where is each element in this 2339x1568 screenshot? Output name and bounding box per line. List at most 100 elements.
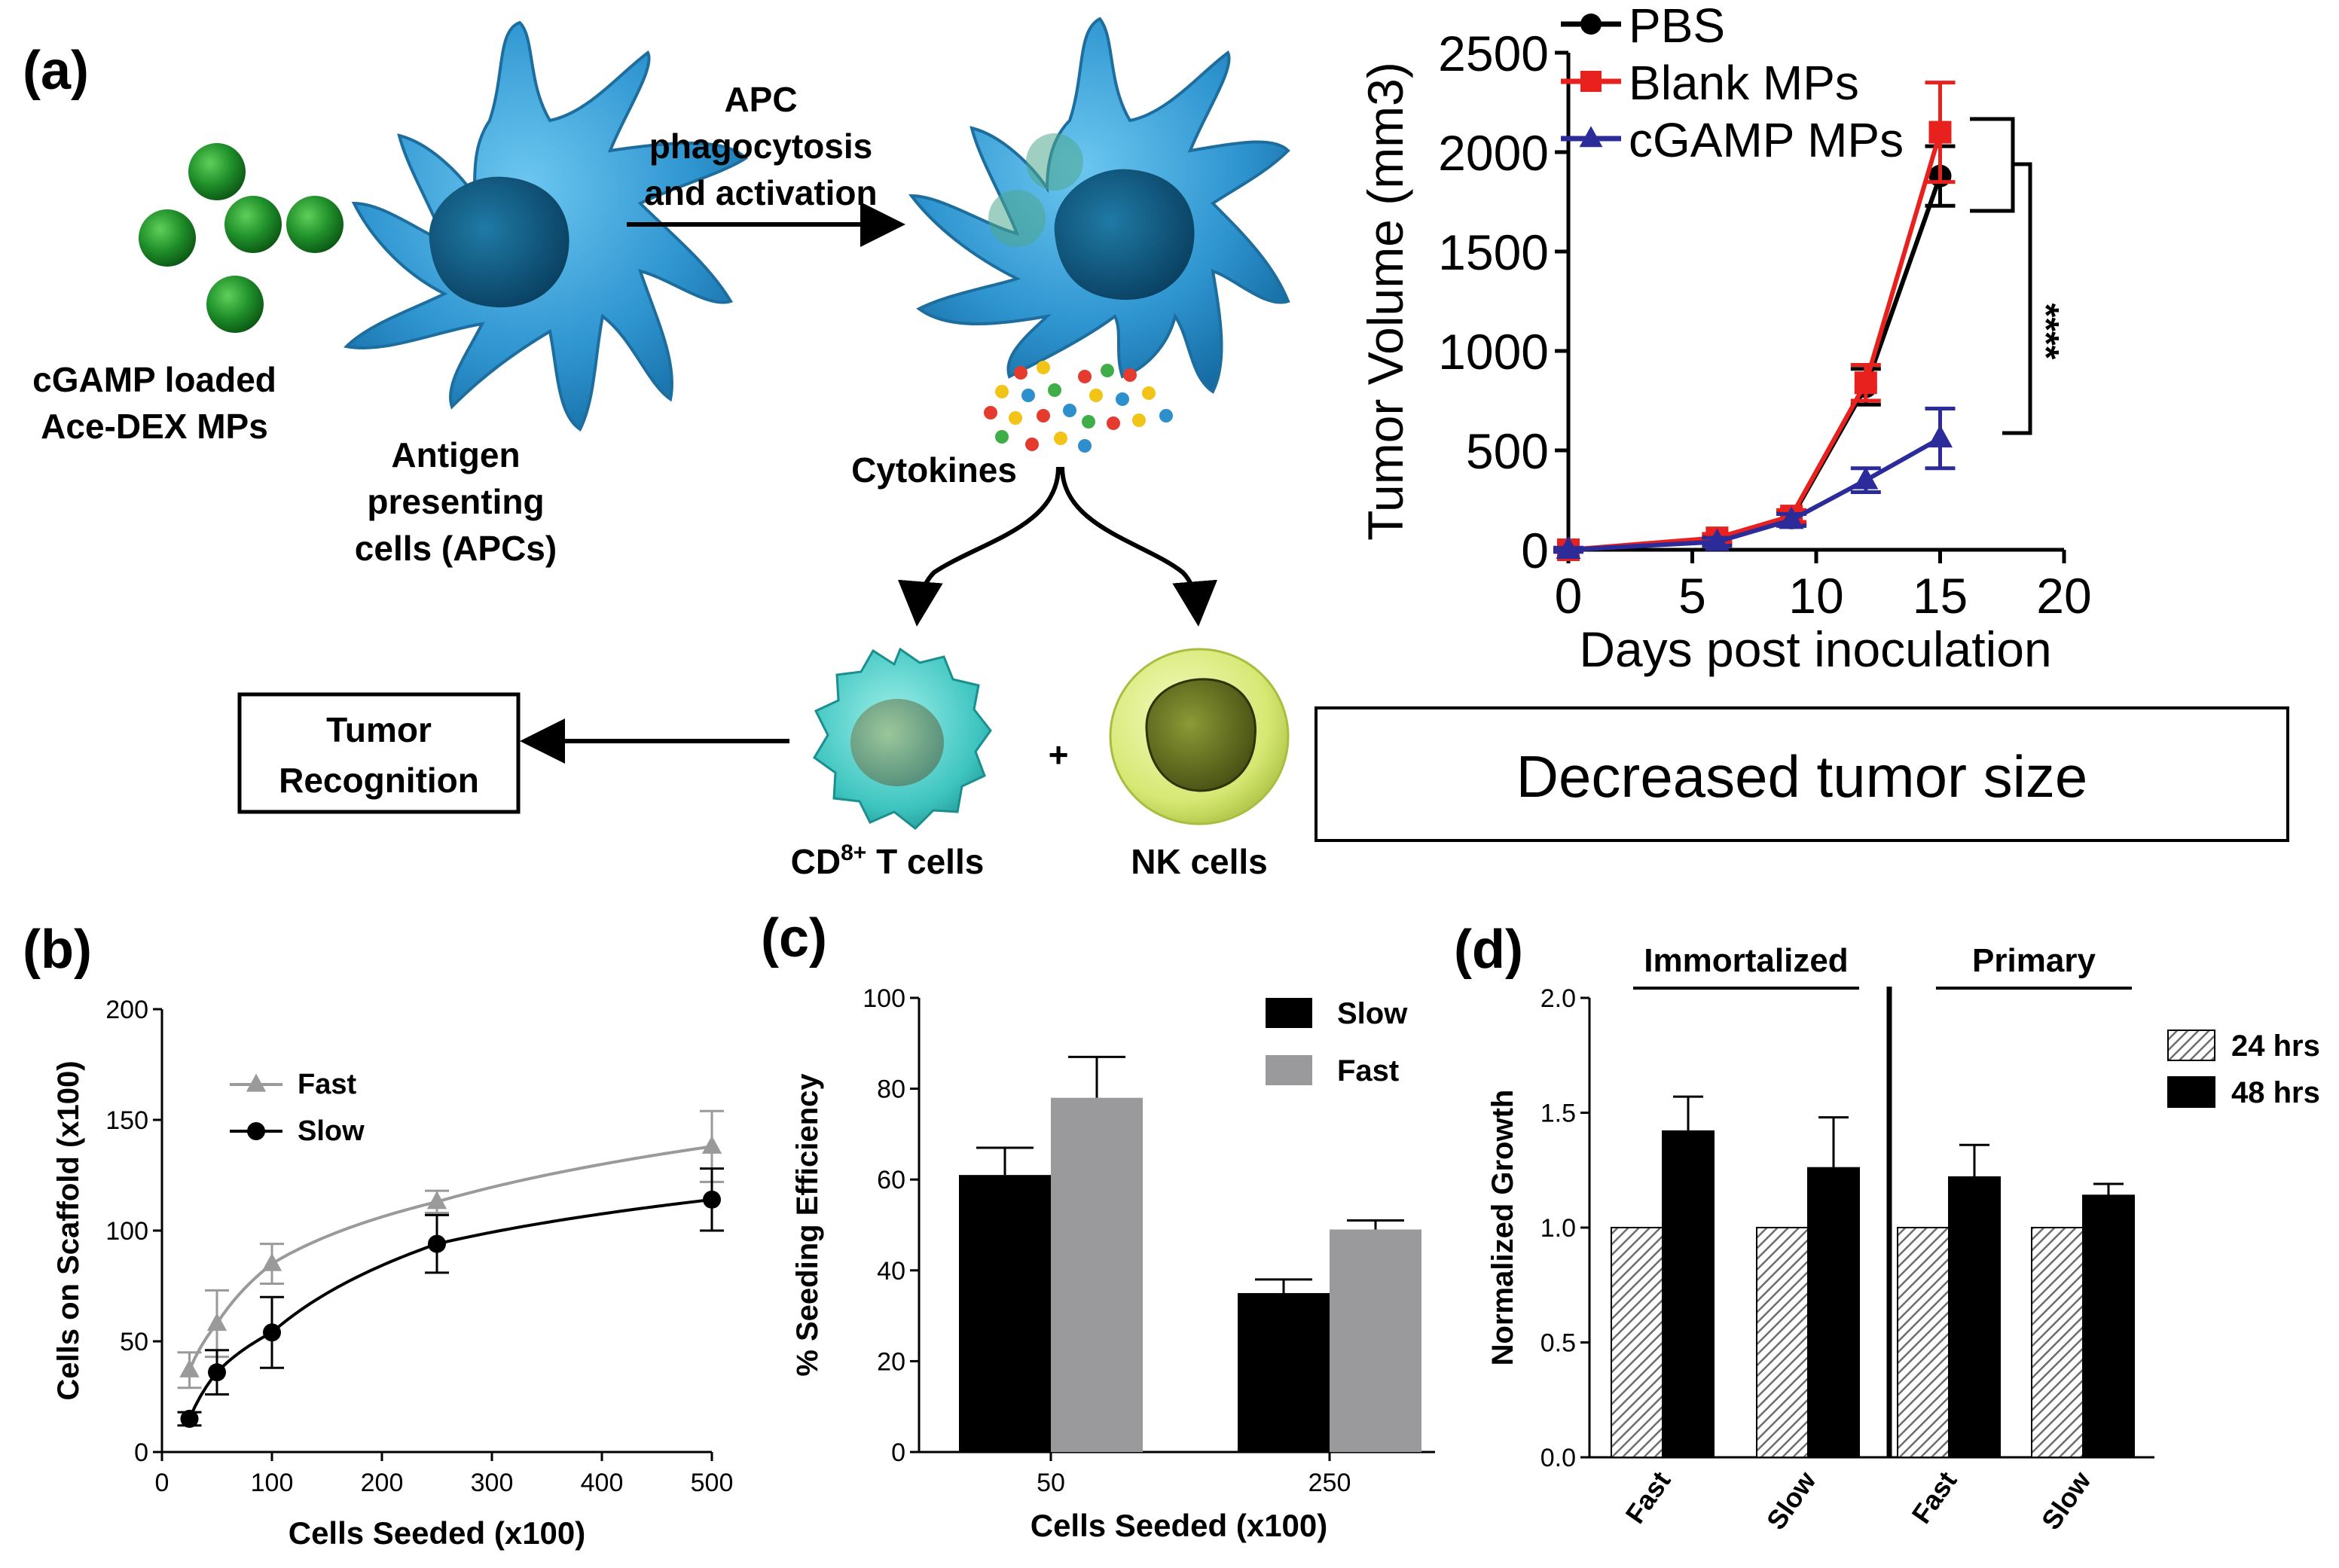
cytokine	[1123, 368, 1137, 382]
legend-label: cGAMP MPs	[1629, 113, 1904, 167]
fit-curve-fast	[188, 1145, 713, 1371]
x-tick-label: 400	[581, 1469, 624, 1497]
x-tick-label: 10	[1788, 568, 1843, 624]
x-tick-label: Fast	[1906, 1466, 1963, 1529]
data-point	[263, 1323, 281, 1342]
bar-24-hrs	[1897, 1227, 1950, 1458]
x-tick-label: 300	[471, 1469, 514, 1497]
cytokine	[1014, 366, 1028, 380]
data-point	[180, 1409, 199, 1428]
cytokine	[995, 385, 1009, 398]
tcell-label: CD8+ T cells	[791, 840, 985, 881]
series-line-pbs	[1568, 175, 1943, 552]
chart-b-cells-on-scaffold: 0 50 100 150 200 0 100 200 300 400 500 Cells Seeded…	[52, 996, 733, 1551]
data-point	[701, 1135, 722, 1154]
y-axis-label: Normalized Growth	[1486, 1090, 1519, 1366]
cytokine	[1048, 383, 1061, 397]
y-tick-label: 1.0	[1541, 1214, 1576, 1243]
cytokine	[1037, 361, 1050, 374]
tcell-nucleus	[850, 699, 944, 786]
apc-label-3: cells (APCs)	[355, 529, 557, 568]
legend-label: Slow	[298, 1115, 365, 1147]
y-tick-label: 2000	[1438, 125, 1549, 181]
y-tick-label: 60	[877, 1166, 905, 1194]
chart-c-seeding-efficiency: 0 20 40 60 80 100 50 250 Cells Seeded (x100) % Se…	[791, 984, 1435, 1543]
legend-swatch	[2167, 1030, 2215, 1061]
microparticle	[188, 143, 246, 200]
y-tick-label: 0	[891, 1438, 905, 1467]
y-tick-label: 150	[105, 1106, 148, 1135]
apc-nucleus	[429, 176, 569, 308]
y-axis-label: Tumor Volume (mm3)	[1357, 62, 1413, 541]
apc-cell	[343, 20, 749, 432]
legend-label: Slow	[1337, 997, 1408, 1030]
legend-marker	[246, 1073, 267, 1092]
legend-label: Fast	[1337, 1054, 1399, 1088]
x-tick-label: 100	[251, 1469, 294, 1497]
cytokine	[1054, 432, 1067, 445]
legend-marker	[1580, 71, 1602, 92]
arrow-label-2: phagocytosis	[649, 127, 873, 166]
x-tick-label: 500	[691, 1469, 734, 1497]
cytokine	[984, 406, 997, 419]
data-point	[1704, 528, 1730, 551]
cytokine	[1021, 389, 1035, 402]
cytokine	[1101, 364, 1114, 377]
panel-label-a: (a)	[23, 41, 89, 101]
series-line-cgamp-mps	[1568, 436, 1941, 552]
decreased-tumor-label: Decreased tumor size	[1516, 743, 2088, 810]
x-tick-label: 0	[155, 1469, 169, 1497]
y-tick-label: 100	[105, 1217, 148, 1246]
x-tick-label: 15	[1913, 568, 1968, 624]
panel-label-b: (b)	[23, 920, 92, 980]
legend-marker	[1580, 14, 1602, 35]
cytokine	[995, 430, 1009, 444]
nk-cell	[1109, 648, 1290, 825]
x-axis-label: Cells Seeded (x100)	[1031, 1508, 1328, 1543]
cytokine	[1078, 370, 1092, 383]
significance-bracket	[1970, 117, 2015, 213]
y-tick-label: 40	[877, 1257, 905, 1286]
legend-swatch	[1266, 998, 1312, 1028]
cytokine	[1132, 413, 1146, 427]
legend-marker	[247, 1122, 265, 1140]
activated-apc-cell	[908, 17, 1290, 394]
x-axis-label: Days post inoculation	[1579, 621, 2051, 677]
mp-label-2: Ace-DEX MPs	[41, 407, 268, 446]
cytokine-particles	[984, 361, 1173, 453]
y-axis-label: % Seeding Efficiency	[791, 1073, 824, 1377]
arrow-to-tcells	[897, 466, 1061, 627]
legend-label: 48 hrs	[2231, 1076, 2320, 1109]
schematic: cGAMP loaded Ace-DEX MPs Antigen present…	[32, 17, 2289, 881]
x-tick-label: Fast	[1620, 1466, 1677, 1529]
microparticle	[224, 196, 282, 253]
y-tick-label: 20	[877, 1347, 905, 1376]
cytokine	[1063, 404, 1076, 417]
bar-24-hrs	[1611, 1227, 1663, 1458]
nk-nucleus	[1145, 678, 1257, 792]
panel-label-d: (d)	[1454, 920, 1523, 980]
x-tick-label: 0	[1555, 568, 1583, 624]
data-point	[1779, 506, 1804, 529]
series-line-blank-mps	[1568, 131, 1943, 552]
y-tick-label: 0.5	[1541, 1329, 1576, 1358]
group-label: Immortalized	[1644, 942, 1848, 979]
data-point	[261, 1252, 282, 1271]
y-tick-label: 1500	[1438, 224, 1549, 280]
arrow-to-nkcells	[1060, 466, 1218, 627]
x-tick-label: 20	[2036, 568, 2091, 624]
cytokines-label: Cytokines	[851, 450, 1017, 490]
legend-label: Blank MPs	[1629, 56, 1859, 110]
arrow-label-1: APC	[724, 80, 797, 119]
legend-marker	[1579, 126, 1603, 148]
y-tick-label: 2.0	[1541, 984, 1576, 1013]
bar-slow	[959, 1175, 1051, 1452]
bar-48-hrs	[1948, 1176, 2001, 1459]
x-tick-label: 50	[1037, 1469, 1065, 1497]
y-tick-label: 1.5	[1541, 1100, 1576, 1128]
data-point	[1556, 536, 1581, 559]
cytokine	[1037, 409, 1050, 423]
y-axis-label: Cells on Scaffold (x100)	[52, 1060, 85, 1400]
cytokine	[1078, 439, 1092, 453]
